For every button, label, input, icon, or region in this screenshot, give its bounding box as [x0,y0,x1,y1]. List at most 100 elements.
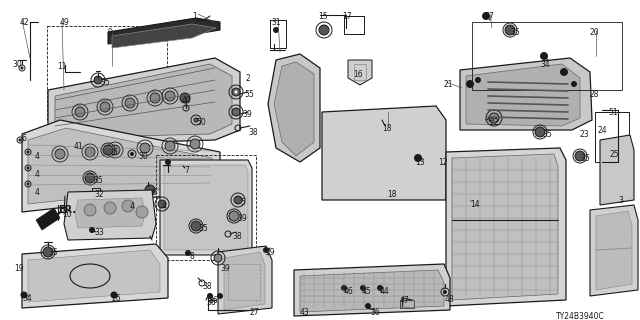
Circle shape [207,293,213,299]
Circle shape [85,173,95,183]
Circle shape [234,91,237,93]
Circle shape [124,200,132,208]
Polygon shape [108,18,220,44]
Text: 4: 4 [162,202,167,211]
Circle shape [560,68,568,76]
Bar [472,22,622,90]
Circle shape [273,27,279,33]
Text: 18: 18 [387,190,397,199]
Text: 4: 4 [130,202,135,211]
Circle shape [136,206,148,218]
Text: 29: 29 [266,248,276,257]
Bar [344,16,364,34]
Text: 20: 20 [590,28,600,37]
Circle shape [140,143,150,153]
Text: FR.: FR. [58,205,76,215]
Circle shape [505,25,515,35]
Text: 44: 44 [380,287,390,296]
Text: 39: 39 [220,264,230,273]
Text: 34: 34 [540,60,550,69]
Text: 9: 9 [108,28,113,37]
Polygon shape [22,244,168,308]
Circle shape [165,159,171,165]
Circle shape [466,80,474,88]
Circle shape [475,77,481,83]
Circle shape [535,127,545,137]
Polygon shape [466,64,580,126]
Circle shape [122,200,134,212]
Text: 23: 23 [580,130,589,139]
Circle shape [111,292,118,299]
Polygon shape [590,205,638,296]
Polygon shape [268,54,320,162]
Circle shape [365,303,371,309]
Polygon shape [460,58,592,130]
Circle shape [360,285,366,291]
Text: 16: 16 [353,70,363,79]
Circle shape [341,285,347,291]
Bar [354,64,366,80]
Circle shape [104,202,116,214]
Text: 8: 8 [190,252,195,261]
Text: 4: 4 [35,188,40,197]
Bar [595,112,629,162]
Circle shape [234,196,242,204]
Text: 39: 39 [237,214,247,223]
Polygon shape [446,148,566,306]
Text: 38: 38 [248,128,258,137]
Text: 5: 5 [240,198,245,207]
Text: 6: 6 [22,134,27,143]
Text: 35: 35 [542,130,552,139]
Circle shape [214,254,222,262]
Bar [400,300,414,308]
Circle shape [89,227,95,233]
Circle shape [26,166,29,170]
Bar [47,26,167,121]
Polygon shape [64,190,156,240]
Text: 32: 32 [94,190,104,199]
Text: 43: 43 [300,308,310,317]
Circle shape [443,290,447,294]
Polygon shape [348,60,372,85]
Polygon shape [294,264,450,316]
Text: 3: 3 [618,196,623,205]
Circle shape [414,154,422,162]
Circle shape [165,91,175,101]
Text: 7: 7 [184,166,189,175]
Text: 5: 5 [248,90,253,99]
Text: 13: 13 [415,158,424,167]
Text: 2: 2 [246,74,251,83]
Text: 30: 30 [12,60,22,69]
Text: 6: 6 [152,188,157,197]
Polygon shape [596,211,632,290]
Circle shape [158,200,166,208]
Text: 40: 40 [182,96,192,105]
Circle shape [232,88,240,96]
Text: 17: 17 [342,12,351,21]
Text: 46: 46 [344,287,354,296]
Text: 30: 30 [138,152,148,161]
Circle shape [319,25,329,35]
Circle shape [150,93,160,103]
Circle shape [489,113,499,123]
Text: 5: 5 [244,90,249,99]
Text: 31: 31 [271,18,280,27]
Circle shape [94,76,102,84]
Bar [156,155,256,260]
Text: 19: 19 [14,264,24,273]
Text: 14: 14 [470,200,479,209]
Polygon shape [218,246,272,314]
Circle shape [19,139,22,141]
Circle shape [130,152,134,156]
Circle shape [377,285,383,291]
Bar [228,264,260,300]
Text: 45: 45 [362,287,372,296]
Circle shape [191,221,201,231]
Text: 38: 38 [202,282,212,291]
Text: 49: 49 [60,18,70,27]
Circle shape [180,93,190,103]
Text: 10: 10 [62,210,72,219]
Bar [92,188,100,198]
Circle shape [26,150,29,154]
Text: 27: 27 [250,308,260,317]
